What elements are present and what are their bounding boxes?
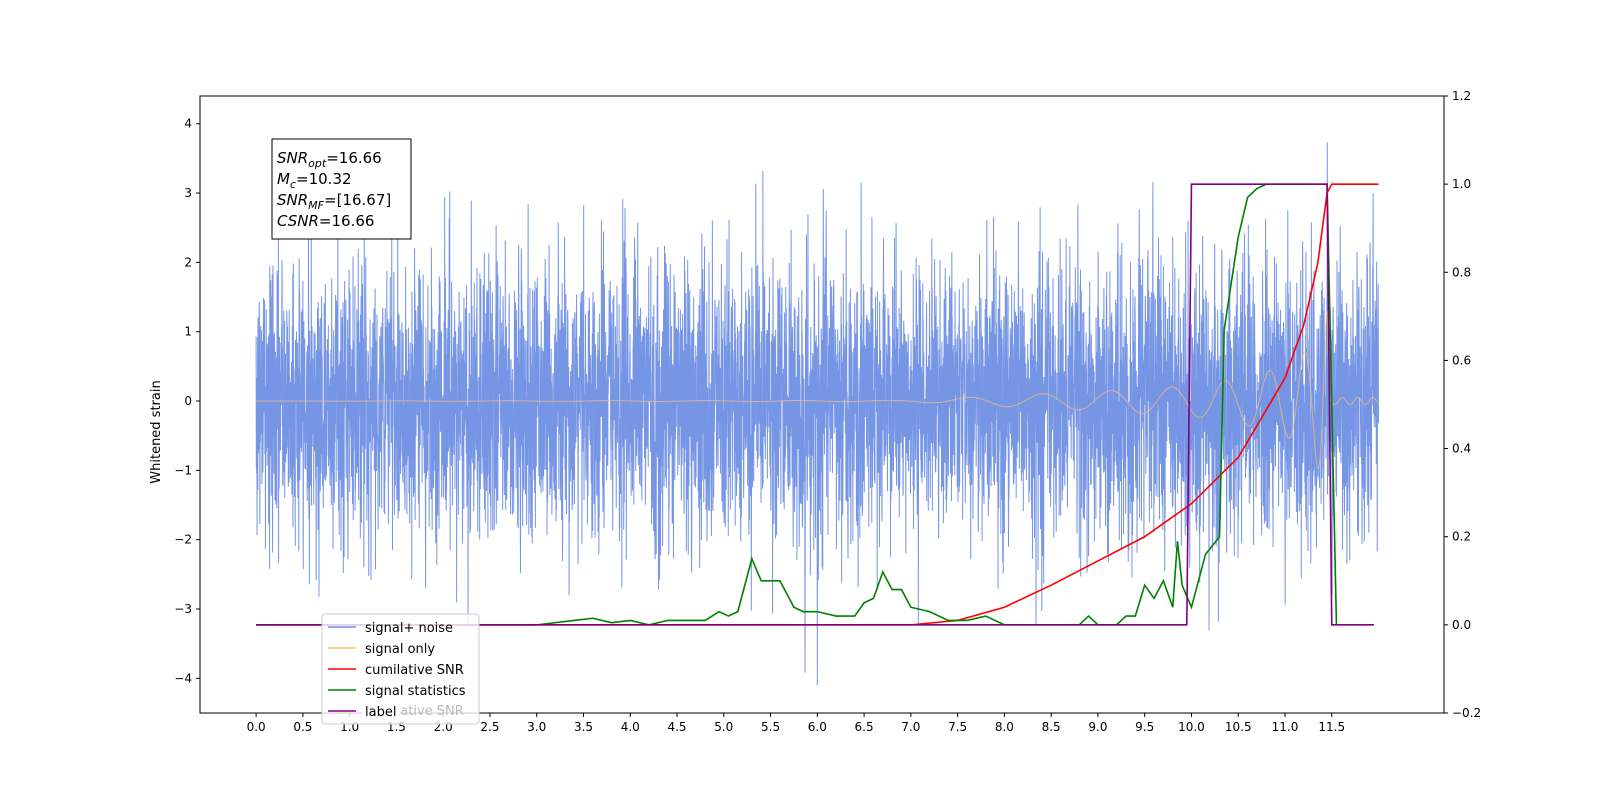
y-tick-label: −3	[174, 602, 192, 616]
y-tick-label: 1	[184, 325, 192, 339]
x-tick-label: 6.0	[808, 720, 827, 734]
x-tick-label: 8.5	[1042, 720, 1061, 734]
x-tick-label: 11.0	[1272, 720, 1299, 734]
y-axis-label: Whitened strain	[149, 380, 164, 483]
y2-tick-label: 0.2	[1452, 530, 1471, 544]
y-tick-label: −2	[174, 533, 192, 547]
y-tick-label: 4	[184, 117, 192, 131]
x-tick-label: 4.5	[667, 720, 686, 734]
x-tick-label: 3.5	[574, 720, 593, 734]
plot-frame	[199, 95, 1445, 714]
series-signal-only	[256, 311, 1379, 469]
annotation-line: SNRMF=[16.67]	[277, 191, 391, 212]
x-tick-label: 0.0	[247, 720, 266, 734]
series-label	[256, 183, 1374, 626]
x-tick-label: 7.0	[901, 720, 920, 734]
legend-label: cumilative SNR	[365, 663, 464, 678]
legend-frame	[321, 613, 480, 725]
y-tick-label: −4	[174, 671, 192, 685]
y2-tick-label: 1.2	[1452, 89, 1471, 103]
x-tick-label: 8.0	[995, 720, 1014, 734]
legend-label: label	[365, 705, 396, 720]
x-axis: 0.0 0.5 1.0 1.5 2.0 2.5 3.0 3.5 4.0 4.5 5.0 5.5 6.0 6…	[247, 713, 1345, 734]
y2-tick-label: −0.2	[1452, 706, 1481, 720]
y2-tick-label: 0.4	[1452, 442, 1471, 456]
x-tick-label: 5.0	[714, 720, 733, 734]
annotation-line: CSNR=16.66	[277, 212, 374, 230]
legend-label: signal only	[365, 642, 435, 657]
series-cumulative-snr	[256, 183, 1379, 626]
x-tick-label: 11.5	[1318, 720, 1345, 734]
y2-tick-label: 0.0	[1452, 618, 1471, 632]
annotation-line: Mc=10.32	[277, 170, 352, 191]
y-tick-label: −1	[174, 463, 192, 477]
y-tick-label: 2	[184, 255, 192, 269]
series-signal-noise	[255, 142, 1380, 686]
x-tick-label: 9.5	[1135, 720, 1154, 734]
x-tick-label: 6.5	[855, 720, 874, 734]
x-tick-label: 5.5	[761, 720, 780, 734]
y2-tick-label: 0.8	[1452, 265, 1471, 279]
y2-tick-label: 0.6	[1452, 353, 1471, 367]
x-tick-label: 7.5	[948, 720, 967, 734]
x-tick-label: 3.0	[527, 720, 546, 734]
x-tick-label: 10.5	[1225, 720, 1252, 734]
annotation-frame	[271, 138, 412, 240]
annotation-line: SNRopt=16.66	[277, 149, 382, 170]
x-tick-label: 9.0	[1088, 720, 1107, 734]
x-tick-label: 10.0	[1178, 720, 1205, 734]
y-tick-label: 0	[184, 394, 192, 408]
x-tick-label: 4.0	[621, 720, 640, 734]
legend-label: signal+ noise	[365, 621, 453, 636]
series-layer	[255, 142, 1380, 686]
annotation-box: SNRopt=16.66Mc=10.32SNRMF=[16.67]CSNR=16…	[271, 138, 412, 240]
y2-tick-label: 1.0	[1452, 177, 1471, 191]
legend-label: signal statistics	[365, 684, 466, 699]
y-axis-left: 4 3 2 1 0 −1 −2 −3 −4	[174, 117, 200, 685]
y-axis-right: 1.2 1.0 0.8 0.6 0.4 0.2 0.0 −0.2	[1444, 89, 1481, 720]
x-tick-label: 0.5	[293, 720, 312, 734]
x-tick-label: 2.5	[480, 720, 499, 734]
series-signal-statistics	[256, 183, 1338, 626]
y-tick-label: 3	[184, 186, 192, 200]
